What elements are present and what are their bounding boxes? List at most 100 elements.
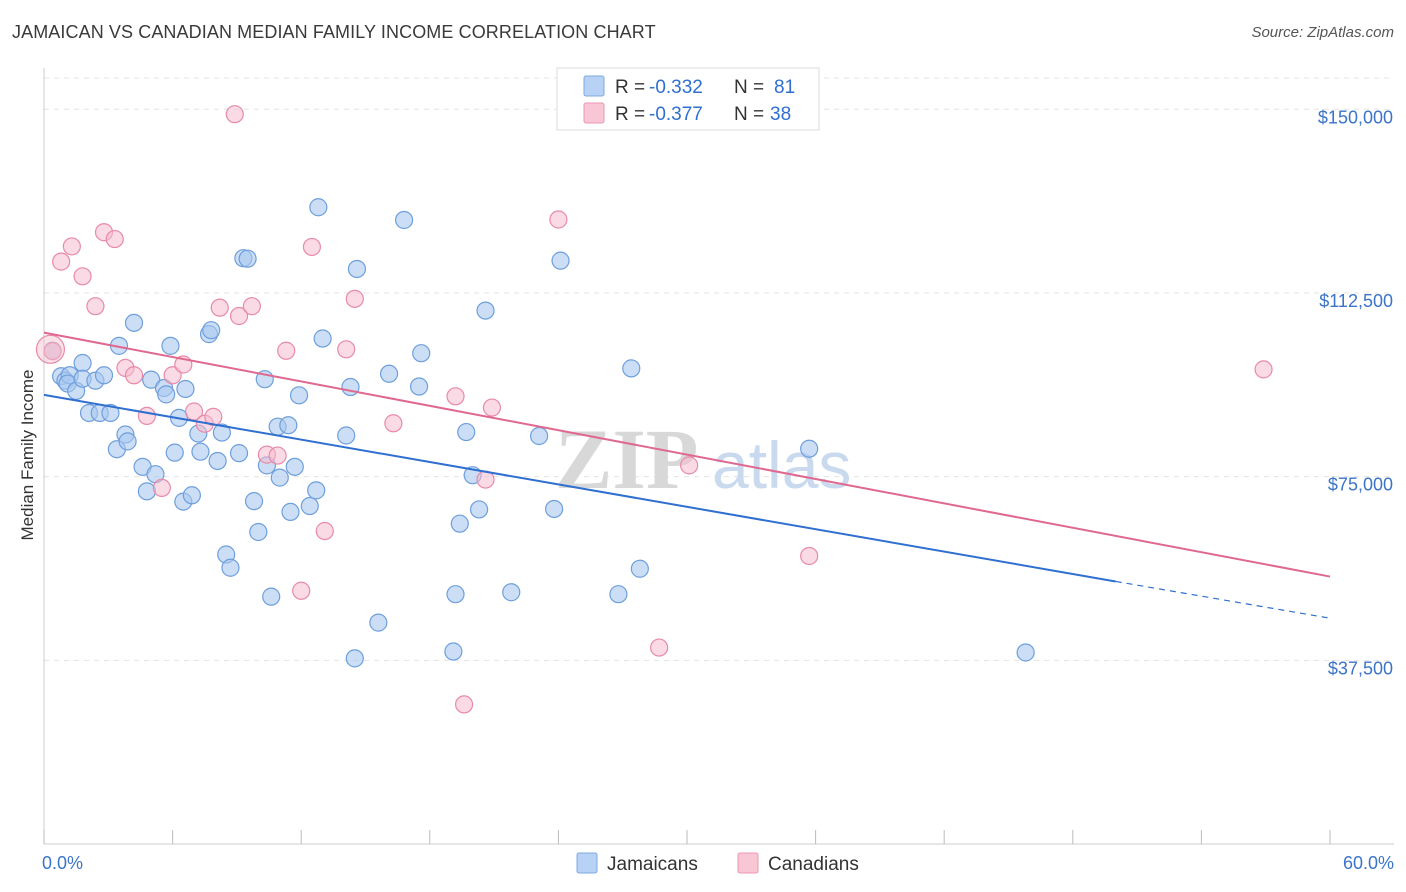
- jamaicans-point: [622, 359, 641, 378]
- jamaicans-point: [341, 377, 360, 397]
- jamaicans-trend-extension: [1115, 580, 1331, 619]
- jamaicans-point: [444, 642, 463, 661]
- jamaicans-point: [238, 249, 257, 268]
- canadians-point: [86, 297, 105, 316]
- source-label: Source: ZipAtlas.com: [1251, 24, 1394, 41]
- jamaicans-point: [270, 468, 289, 487]
- canadians-point: [384, 414, 403, 433]
- jamaicans-point: [446, 585, 465, 604]
- jamaicans-point: [182, 486, 201, 505]
- legend-swatch-canadians: [583, 102, 605, 124]
- jamaicans-point: [337, 426, 356, 445]
- canadians-point: [225, 105, 244, 124]
- canadians-point: [650, 638, 669, 657]
- jamaicans-point: [450, 514, 469, 533]
- jamaicans-point: [281, 502, 300, 522]
- jamaicans-point: [609, 585, 628, 604]
- jamaicans-point: [285, 457, 304, 476]
- jamaicans-point: [300, 496, 319, 516]
- canadians-point: [292, 581, 311, 600]
- canadians-point: [482, 398, 502, 417]
- legend-r-value-1: -0.332: [649, 77, 703, 98]
- jamaicans-point: [229, 444, 249, 463]
- jamaicans-point: [249, 522, 268, 542]
- canadians-point: [152, 478, 171, 498]
- jamaicans-point: [191, 442, 210, 461]
- jamaicans-point: [161, 336, 180, 355]
- y-tick-label: $75,000: [1328, 475, 1393, 495]
- jamaicans-point: [345, 649, 364, 668]
- canadians-trend-line: [43, 331, 1331, 578]
- canadians-point: [242, 297, 262, 316]
- legend-n-label-2: N =: [734, 104, 764, 125]
- jamaicans-point: [208, 451, 227, 471]
- legend: R = -0.332 N = 81 R = -0.377 N = 38: [556, 67, 820, 131]
- axes: [43, 68, 1394, 845]
- bottom-legend-swatch-jamaicans: [576, 852, 598, 874]
- bottom-legend-swatch-canadians: [737, 852, 759, 874]
- jamaicans-point: [502, 583, 521, 602]
- canadians-point: [454, 695, 474, 714]
- canadians-point: [277, 341, 296, 360]
- jamaicans-point: [800, 439, 819, 458]
- jamaicans-point: [94, 366, 114, 385]
- bottom-legend-canadians: Canadians: [768, 854, 859, 875]
- canadians-point: [680, 456, 699, 475]
- bottom-legend-jamaicans: Jamaicans: [607, 854, 698, 875]
- canadians-point: [345, 289, 364, 308]
- canadians-point: [800, 546, 819, 566]
- y-tick-labels: $37,500 $75,000 $112,500 $150,000: [1318, 107, 1393, 678]
- bottom-legend: Jamaicans Canadians: [576, 852, 859, 875]
- jamaicans-point: [409, 377, 429, 396]
- gridlines: [44, 77, 1394, 661]
- jamaicans-point: [469, 500, 489, 519]
- canadians-point: [302, 237, 322, 257]
- legend-n-value-2: 38: [770, 104, 791, 125]
- legend-swatch-jamaicans: [583, 75, 605, 97]
- legend-r-value-2: -0.377: [649, 104, 703, 125]
- jamaicans-point: [212, 423, 231, 442]
- jamaicans-point: [165, 443, 184, 462]
- jamaicans-trend-line: [43, 393, 1116, 583]
- jamaicans-point: [157, 385, 176, 404]
- jamaicans-point: [202, 321, 221, 340]
- jamaicans-point: [176, 379, 195, 399]
- watermark-atlas: atlas: [712, 428, 851, 502]
- jamaicans-point: [73, 353, 92, 373]
- canadians-point: [137, 406, 156, 426]
- legend-r-label-2: R =: [615, 104, 645, 125]
- y-tick-label: $112,500: [1319, 291, 1393, 311]
- jamaicans-point: [124, 313, 144, 332]
- canadians-point: [229, 306, 249, 326]
- trend-lines: [43, 331, 1331, 619]
- jamaicans-point: [412, 344, 431, 363]
- y-axis-title: Median Family Income: [18, 369, 37, 540]
- jamaicans-points: [43, 198, 1035, 668]
- chart-title: JAMAICAN VS CANADIAN MEDIAN FAMILY INCOM…: [12, 22, 656, 42]
- jamaicans-point: [313, 329, 332, 348]
- canadians-point: [163, 366, 182, 385]
- canadians-point: [43, 342, 62, 361]
- canadians-point: [268, 446, 287, 465]
- jamaicans-point: [630, 559, 649, 578]
- canadians-point: [52, 252, 71, 271]
- canadians-point: [446, 387, 465, 406]
- x-tick-label-max: 60.0%: [1343, 853, 1394, 873]
- canadians-point: [210, 298, 229, 317]
- jamaicans-point: [221, 558, 240, 577]
- canadians-point: [315, 521, 334, 541]
- watermark-zip: ZIP: [555, 411, 698, 507]
- jamaicans-point: [142, 370, 161, 389]
- jamaicans-point: [101, 403, 120, 423]
- canadians-point: [337, 340, 356, 359]
- canadians-point: [105, 229, 124, 249]
- jamaicans-point: [476, 301, 495, 320]
- jamaicans-point: [551, 251, 570, 270]
- jamaicans-point: [244, 492, 264, 511]
- canadians-point-large: [35, 334, 66, 364]
- y-tick-label: $150,000: [1318, 107, 1393, 127]
- jamaicans-point: [394, 210, 414, 230]
- jamaicans-point: [530, 426, 549, 446]
- canadians-point: [1254, 360, 1273, 379]
- jamaicans-point: [457, 422, 476, 442]
